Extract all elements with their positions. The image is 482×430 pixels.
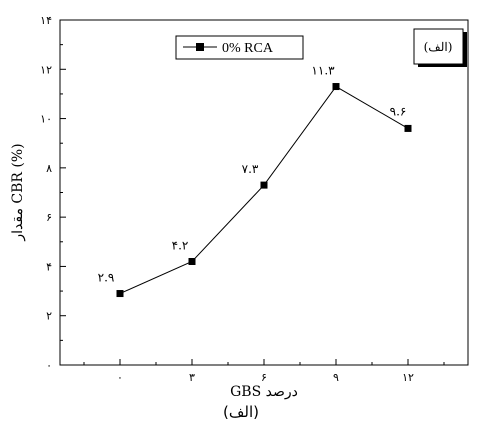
- y-tick-label: ۲: [46, 310, 52, 323]
- y-tick-label: ۱۴: [40, 14, 52, 27]
- x-tick-label: ۰: [117, 371, 123, 384]
- legend-marker: [196, 43, 204, 51]
- y-axis-title: مقدار CBR (%): [10, 143, 26, 241]
- x-axis: ۰ ۳ ۶ ۹ ۱۲: [83, 359, 445, 384]
- x-tick-label: ۹: [333, 371, 339, 384]
- x-tick-label: ۳: [189, 371, 195, 384]
- series-line: [119, 85, 409, 294]
- data-point: [404, 124, 412, 132]
- y-tick-label: ۶: [46, 211, 52, 224]
- data-labels: ۲.۹ ۴.۲ ۷.۳ ۱۱.۳ ۹.۶: [98, 64, 407, 285]
- panel-label-frame: [413, 28, 464, 65]
- data-label: ۲.۹: [98, 271, 115, 285]
- figure-caption: (الف): [223, 403, 259, 421]
- x-tick-label: ۱۲: [402, 371, 414, 384]
- data-point: [188, 258, 196, 265]
- data-label: ۷.۳: [242, 162, 259, 176]
- legend: 0% RCA: [175, 35, 304, 60]
- data-label: ۹.۶: [390, 104, 407, 118]
- y-tick-label: ۱۲: [40, 63, 52, 76]
- legend-box: [175, 35, 304, 60]
- panel-label: (الف): [424, 40, 453, 54]
- data-label: ۱۱.۳: [311, 64, 335, 78]
- y-axis: ۰ ۲ ۴ ۶ ۸ ۱۰ ۱۲ ۱۴: [40, 14, 66, 372]
- data-point: [332, 83, 340, 91]
- data-point: [116, 290, 124, 298]
- plot-frame: [59, 19, 469, 366]
- y-tick-label: ۱۰: [40, 113, 52, 126]
- data-label: ۴.۲: [172, 239, 189, 253]
- data-point: [260, 181, 268, 189]
- y-tick-label: ۸: [46, 162, 52, 175]
- panel-label-box: (الف): [413, 28, 467, 67]
- series-0: [116, 83, 412, 298]
- legend-label: 0% RCA: [222, 41, 274, 56]
- x-tick-label: ۶: [261, 371, 267, 384]
- y-tick-label: ۴: [46, 260, 52, 273]
- y-tick-label: ۰: [46, 359, 52, 372]
- x-axis-title: درصد GBS: [230, 384, 298, 400]
